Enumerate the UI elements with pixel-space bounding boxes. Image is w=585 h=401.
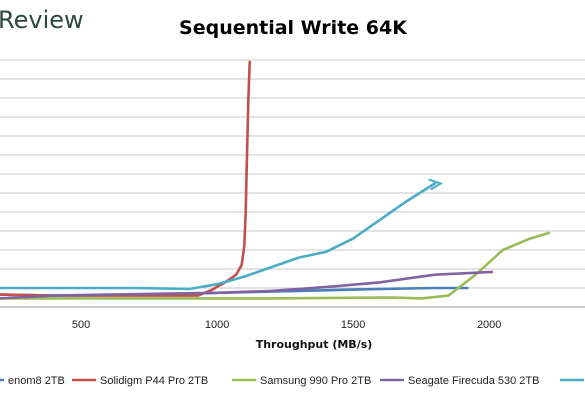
chart-title: Sequential Write 64K (179, 17, 408, 39)
x-tick-label-2: 1500 (341, 319, 365, 331)
gridlines (0, 59, 585, 308)
x-tick-label-0: 500 (72, 319, 90, 331)
x-tick-labels: 500 1000 1500 2000 (72, 319, 502, 331)
x-tick-label-3: 2000 (477, 319, 501, 331)
logo-text: Review (0, 6, 84, 34)
legend-label-2: Samsung 990 Pro 2TB (260, 375, 371, 387)
series-line-3 (0, 270, 494, 300)
series-line-2 (0, 231, 551, 300)
legend: enom8 2TB Solidigm P44 Pro 2TB Samsung 990… (0, 375, 584, 387)
legend-label-1: Solidigm P44 Pro 2TB (100, 375, 208, 387)
series-line-4 (0, 182, 437, 291)
legend-label-3: Seagate Firecuda 530 2TB (408, 375, 539, 387)
series-line-1 (0, 60, 251, 297)
series-layer (0, 60, 551, 300)
x-axis-label: Throughput (MB/s) (256, 338, 373, 351)
series-arrowhead (428, 178, 444, 191)
x-tick-label-1: 1000 (205, 319, 229, 331)
legend-label-0: enom8 2TB (8, 375, 65, 387)
